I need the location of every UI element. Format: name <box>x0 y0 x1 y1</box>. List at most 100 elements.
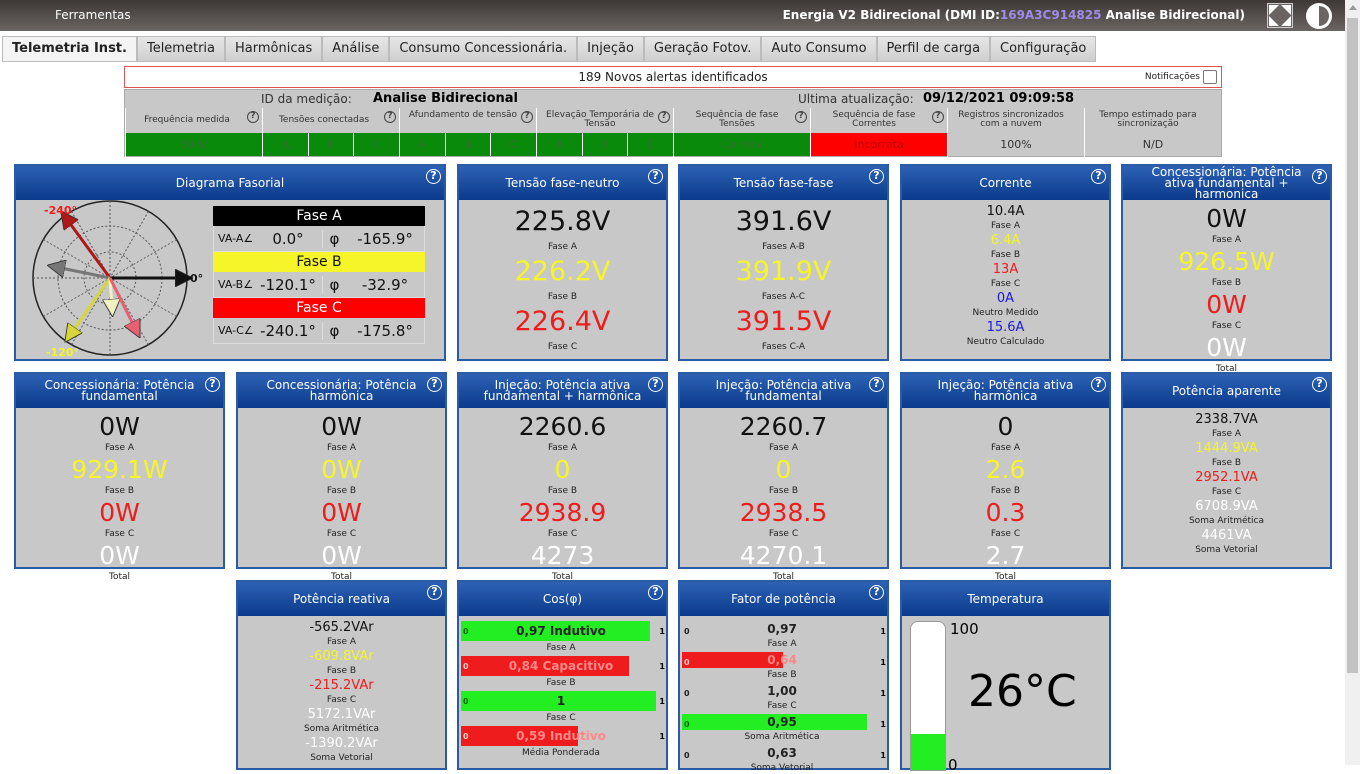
device-id: 169A3C914825 <box>999 8 1102 22</box>
value-label: Fases A-C <box>761 292 806 302</box>
value-neutro-calculado: 15.6A <box>986 320 1025 335</box>
card-body: 0W Fase A 0W Fase B 0W Fase C 0W Total <box>238 408 445 583</box>
help-icon[interactable]: ? <box>658 111 670 123</box>
card-concessionaria-potencia-ativa-fundamental-harmonica: Concessionária: Potência ativa fundament… <box>1121 164 1332 374</box>
gauge-min: 0 <box>684 627 690 636</box>
tab-telemetria-inst[interactable]: Telemetria Inst. <box>2 36 137 62</box>
card-body: 0W Fase A 929.1W Fase B 0W Fase C 0W Total <box>16 408 223 583</box>
tab-analise[interactable]: Análise <box>322 36 390 62</box>
measurement-info: ID da medição: Analise Bidirecional Ulti… <box>124 89 1222 157</box>
info-label-text: Elevação Temporária de Tensão <box>546 110 654 129</box>
gauge-label: Média Ponderada <box>522 748 600 758</box>
status-value: 100% <box>1000 138 1032 151</box>
fullscreen-icon[interactable] <box>1267 3 1293 28</box>
tab-geracao-fotov[interactable]: Geração Fotov. <box>643 36 762 62</box>
notifications-label: Notificações <box>1144 72 1200 82</box>
value-label: Fase A <box>326 443 357 453</box>
update-label: Ultima atualização: <box>798 92 914 106</box>
card-title-text: Concessionária: Potência fundamental <box>44 378 195 403</box>
value-fase-c: 2952.1VA <box>1195 470 1258 485</box>
help-icon[interactable]: ? <box>869 377 884 392</box>
tab-injecao[interactable]: Injeção <box>577 36 644 62</box>
help-icon[interactable]: ? <box>427 585 442 600</box>
help-icon[interactable]: ? <box>205 377 220 392</box>
card-temperatura: Temperatura 100 0 26°C <box>900 580 1111 774</box>
card-title: Concessionária: Potência harmônica? <box>238 374 445 408</box>
value-soma-vetorial: 4461VA <box>1201 528 1252 543</box>
help-icon[interactable]: ? <box>427 377 442 392</box>
tab-perfil-de-carga[interactable]: Perfil de carga <box>876 36 991 62</box>
scroll-up-icon[interactable] <box>1349 5 1357 10</box>
gauge-label: Fase B <box>546 678 576 688</box>
help-icon[interactable]: ? <box>932 111 944 123</box>
help-icon[interactable]: ? <box>869 169 884 184</box>
value-fase-c: 2938.9 <box>518 498 607 527</box>
notifications-checkbox[interactable] <box>1203 70 1217 84</box>
help-icon[interactable]: ? <box>426 169 441 184</box>
help-icon[interactable]: ? <box>247 111 259 123</box>
alert-text: 189 Novos alertas identificados <box>578 70 768 84</box>
tools-menu[interactable]: Ferramentas <box>55 8 131 22</box>
status-value: B <box>581 133 628 156</box>
info-label-text: Sequência de fase Tensões <box>695 110 779 129</box>
card-title-text: Injeção: Potência ativa fundamental + ha… <box>483 378 642 403</box>
help-icon[interactable]: ? <box>1312 169 1327 184</box>
help-icon[interactable]: ? <box>869 585 884 600</box>
gauge-bar-soma-vetorial: 0,63 0 1 <box>682 745 886 762</box>
gauge-max: 1 <box>880 658 886 667</box>
tab-configuracao[interactable]: Configuração <box>990 36 1097 62</box>
gauge-fill <box>682 652 784 668</box>
help-icon[interactable]: ? <box>648 377 663 392</box>
phasor-table: Fase A VA-A∠ 0.0° φ -165.9° Fase B VA-B∠ -120.1… <box>213 206 425 344</box>
notifications-toggle[interactable]: Notificações <box>1145 67 1217 87</box>
phi-angle: -32.9° <box>361 275 409 294</box>
value-total: 2.7 <box>985 541 1026 570</box>
gauge-max: 1 <box>880 627 886 636</box>
gauge-label: Soma Vetorial <box>750 763 814 773</box>
info-col-values: 100% <box>948 133 1084 156</box>
value-fase-c: 0.3 <box>985 498 1026 527</box>
value-fase-b: -609.8VAr <box>309 649 374 664</box>
scrollbar-thumb[interactable] <box>1347 18 1358 673</box>
gauge-min: 0 <box>463 662 469 671</box>
value-fase-b: 226.2V <box>514 256 611 287</box>
card-title: Injeção: Potência ativa fundamental? <box>680 374 887 408</box>
phi-angle: -175.8° <box>357 321 413 340</box>
tab-consumo-concessionaria[interactable]: Consumo Concessionária. <box>389 36 578 62</box>
value-label: Soma Vetorial <box>310 753 373 763</box>
info-col-label: Tempo estimado para sincronização <box>1085 108 1221 133</box>
card-title-text: Diagrama Fasorial <box>175 175 285 190</box>
gauge-max: 1 <box>880 751 886 760</box>
gauge-bar-fase-b: 0,84 Capacitivo 0 1 <box>461 656 665 677</box>
help-icon[interactable]: ? <box>795 111 807 123</box>
gauge-label: Fase A <box>546 643 576 653</box>
value-label: Fase C <box>326 529 357 539</box>
help-icon[interactable]: ? <box>521 111 533 123</box>
card-title: Temperatura <box>902 582 1109 616</box>
help-icon[interactable]: ? <box>384 111 396 123</box>
value-label: Fase A <box>990 443 1021 453</box>
value-total: 0W <box>321 541 362 570</box>
help-icon[interactable]: ? <box>648 169 663 184</box>
card-title-text: Concessionária: Potência ativa fundament… <box>1151 164 1302 201</box>
tab-telemetria[interactable]: Telemetria <box>136 36 225 62</box>
card-tensao-fase-neutro: Tensão fase-neutro? 225.8V Fase A 226.2V Fas… <box>457 164 668 361</box>
phasor-b-current <box>110 277 112 308</box>
scrollbar[interactable] <box>1345 0 1360 765</box>
value-fase-a: 225.8V <box>514 206 611 237</box>
gauge-min: 0 <box>463 732 469 741</box>
help-icon[interactable]: ? <box>648 585 663 600</box>
temperature-value: 26°C <box>968 666 1077 717</box>
help-icon[interactable]: ? <box>1312 377 1327 392</box>
card-body: 10.4A Fase A 6.4A Fase B 13A Fase C 0A Neutro M… <box>902 200 1109 348</box>
tab-harmonicas[interactable]: Harmônicas <box>225 36 323 62</box>
tab-auto-consumo[interactable]: Auto Consumo <box>761 36 877 62</box>
card-title-text: Injeção: Potência ativa fundamental <box>715 378 852 403</box>
value-label: Fase B <box>104 486 135 496</box>
help-icon[interactable]: ? <box>1091 169 1106 184</box>
help-icon[interactable]: ? <box>1091 377 1106 392</box>
contrast-icon[interactable] <box>1306 3 1332 29</box>
phase-header: Fase C <box>213 298 425 318</box>
value-fase-a: 0W <box>1206 204 1247 233</box>
value-fase-a: 2260.7 <box>739 412 828 441</box>
